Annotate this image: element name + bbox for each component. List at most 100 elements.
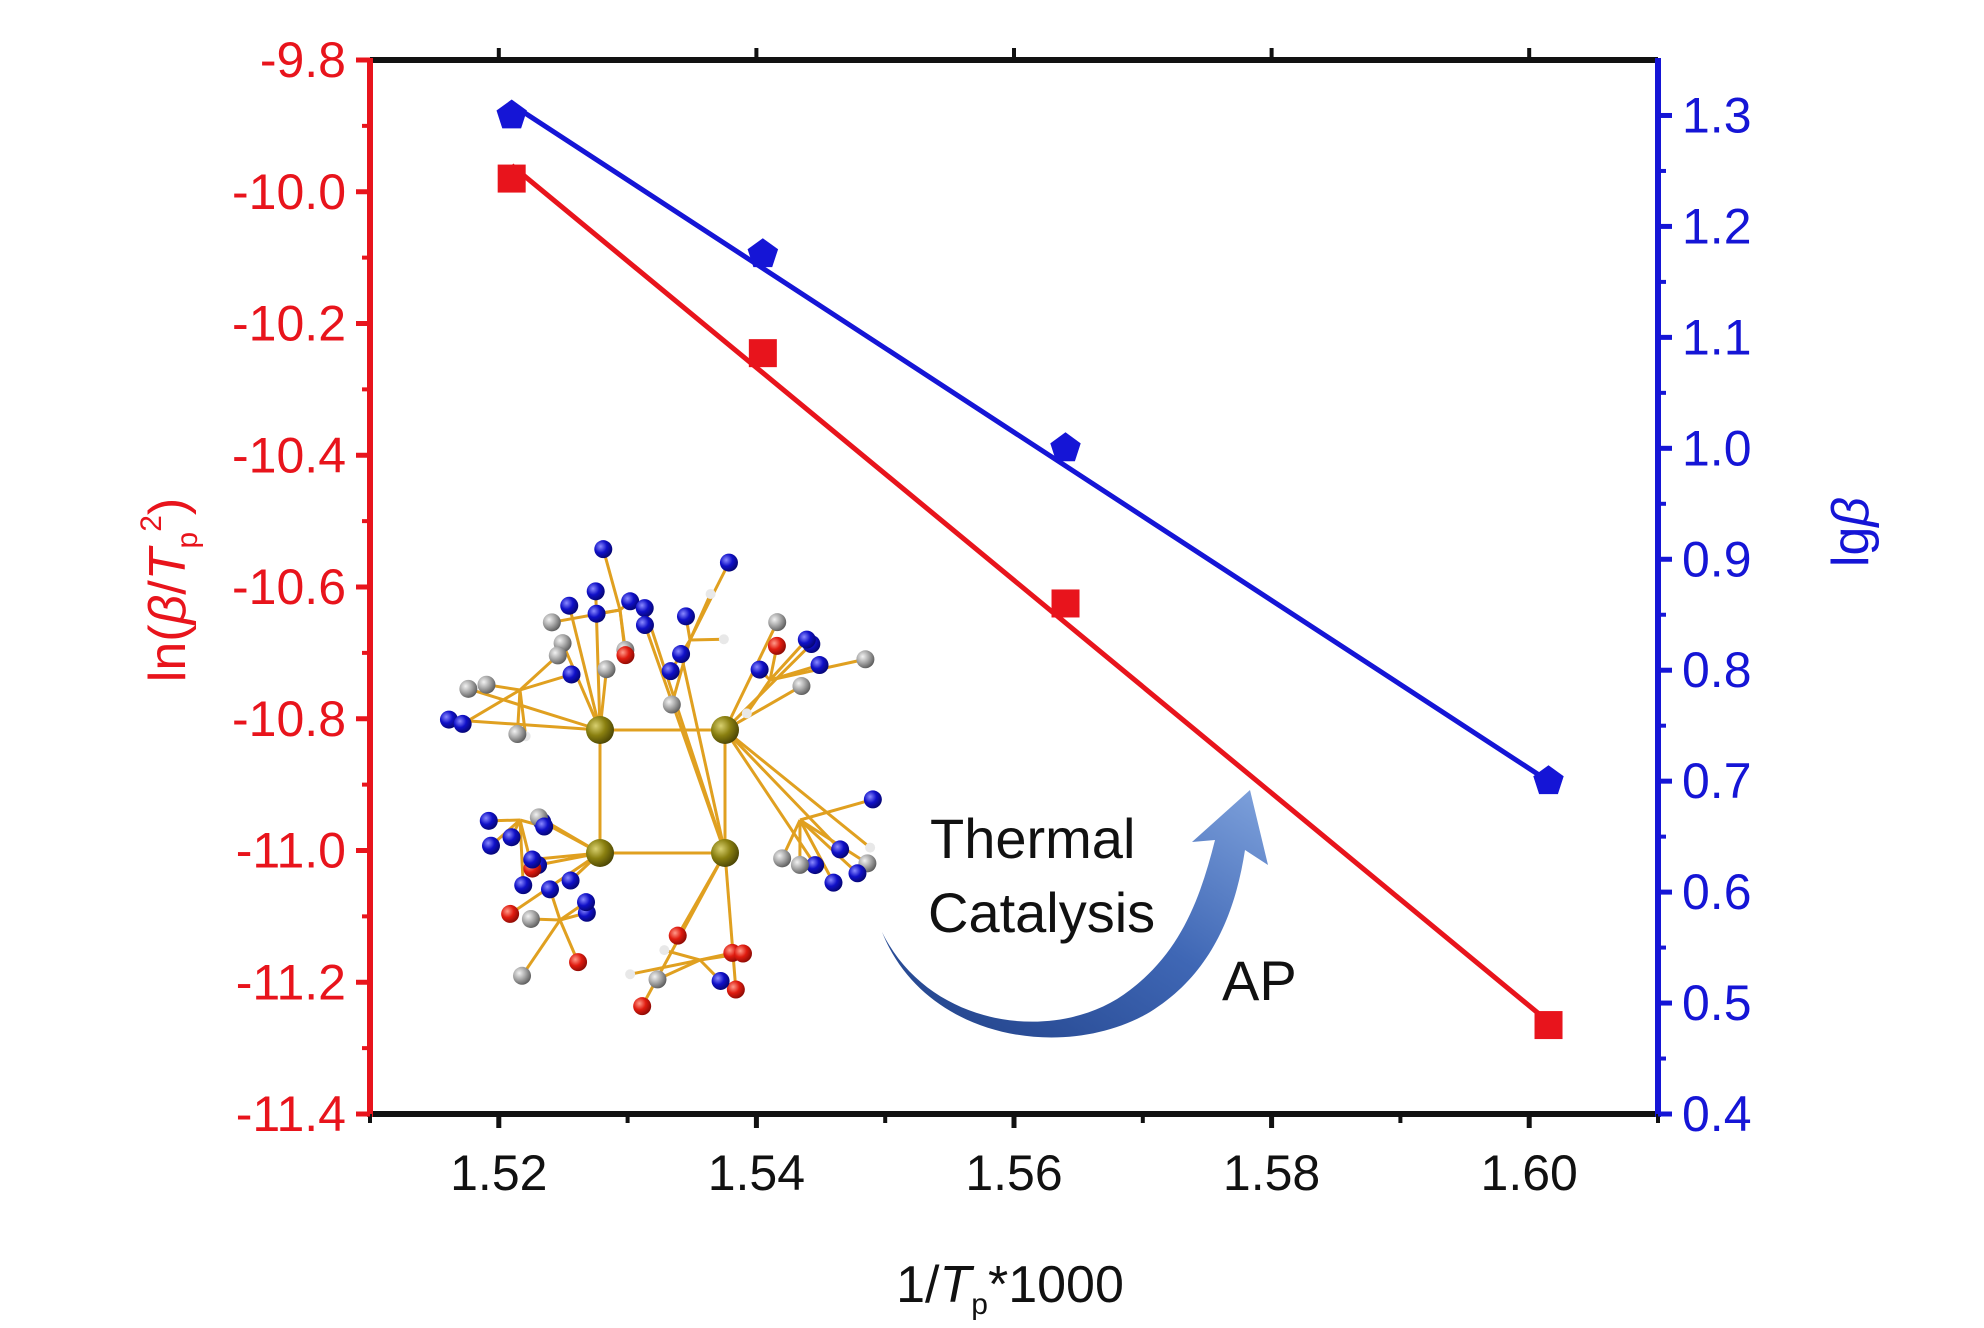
atom bbox=[477, 676, 495, 694]
right-y-tick-label: 0.6 bbox=[1682, 864, 1752, 920]
atom bbox=[798, 631, 816, 649]
metal-atom bbox=[711, 716, 739, 744]
left-series-square-point bbox=[498, 165, 526, 193]
bond bbox=[681, 654, 725, 853]
annotation-thermal: Thermal bbox=[930, 807, 1135, 870]
x-tick-label: 1.60 bbox=[1481, 1145, 1578, 1201]
left-y-axis-title-subscript: p bbox=[171, 532, 204, 549]
atom bbox=[824, 874, 842, 892]
atom bbox=[648, 970, 666, 988]
atom bbox=[501, 905, 519, 923]
atom bbox=[663, 696, 681, 714]
atom bbox=[706, 589, 716, 599]
axis-ticks bbox=[356, 48, 1672, 1128]
left-y-tick-label: -10.2 bbox=[232, 296, 346, 352]
left-y-tick-label: -11.0 bbox=[236, 823, 346, 879]
atom bbox=[514, 876, 532, 894]
atom bbox=[856, 650, 874, 668]
right-y-tick-label: 0.9 bbox=[1682, 531, 1752, 587]
atom bbox=[633, 997, 651, 1015]
atom bbox=[454, 715, 472, 733]
atom bbox=[865, 843, 875, 853]
right-series-pentagon-point bbox=[1533, 765, 1563, 794]
annotation-ap: AP bbox=[1222, 949, 1297, 1012]
left-y-axis-title-part: β bbox=[139, 595, 197, 627]
bond bbox=[800, 799, 873, 820]
atom bbox=[503, 828, 521, 846]
atom bbox=[508, 725, 526, 743]
left-y-tick-label: -11.4 bbox=[236, 1086, 346, 1142]
atom bbox=[636, 616, 654, 634]
right-y-axis-title: lgβ bbox=[1822, 497, 1880, 567]
right-y-tick-label: 0.7 bbox=[1682, 753, 1752, 809]
right-y-tick-label: 0.8 bbox=[1682, 642, 1752, 698]
atom bbox=[677, 607, 695, 625]
right-y-tick-label: 1.1 bbox=[1682, 309, 1752, 365]
atom bbox=[616, 646, 634, 664]
atom bbox=[535, 818, 553, 836]
left-series-square-point bbox=[1052, 589, 1080, 617]
left-y-axis-title-part: ln( bbox=[139, 624, 197, 682]
atom bbox=[597, 660, 615, 678]
atom bbox=[549, 646, 567, 664]
x-tick-label: 1.54 bbox=[708, 1145, 805, 1201]
atom bbox=[459, 680, 477, 698]
atom bbox=[662, 662, 680, 680]
atom bbox=[523, 851, 541, 869]
atom bbox=[588, 605, 606, 623]
left-y-tick-label: -11.2 bbox=[236, 954, 346, 1010]
left-y-tick-label: -10.6 bbox=[232, 559, 346, 615]
left-series-square-point bbox=[749, 339, 777, 367]
atom bbox=[482, 837, 500, 855]
bond bbox=[678, 853, 725, 936]
atom bbox=[720, 554, 738, 572]
atom bbox=[560, 597, 578, 615]
bond bbox=[725, 730, 840, 849]
bond bbox=[690, 563, 729, 640]
right-y-tick-label: 0.4 bbox=[1682, 1086, 1752, 1142]
left-y-axis-title-part: T bbox=[139, 545, 197, 580]
metal-atom bbox=[586, 716, 614, 744]
atom bbox=[773, 849, 791, 867]
bond bbox=[603, 549, 620, 610]
atom bbox=[562, 872, 580, 890]
right-y-tick-label: 0.5 bbox=[1682, 975, 1752, 1031]
annotation-catalysis: Catalysis bbox=[928, 881, 1155, 944]
left-y-tick-label: -9.8 bbox=[260, 32, 346, 88]
right-y-axis-title-part: β bbox=[1822, 497, 1880, 529]
atom bbox=[727, 981, 745, 999]
x-axis-title-part: *1000 bbox=[988, 1256, 1124, 1314]
x-tick-label: 1.52 bbox=[450, 1145, 547, 1201]
right-series-pentagon-point bbox=[497, 100, 527, 129]
atom bbox=[522, 910, 540, 928]
x-axis-title-part: 1/ bbox=[896, 1256, 940, 1314]
right-series-pentagon-point bbox=[748, 238, 779, 267]
atom bbox=[742, 708, 752, 718]
atom bbox=[563, 665, 581, 683]
x-axis-title-part: T bbox=[940, 1256, 975, 1314]
atom bbox=[768, 613, 786, 631]
molecular-structure-illustration bbox=[440, 540, 882, 1015]
x-axis-title-subscript: p bbox=[971, 1288, 988, 1321]
atom bbox=[831, 840, 849, 858]
right-y-axis-title-part: lg bbox=[1822, 527, 1880, 567]
left-y-axis-title: ln(β/Tp2) bbox=[135, 498, 204, 682]
atom bbox=[480, 812, 498, 830]
left-y-axis-title-superscript: 2 bbox=[135, 515, 168, 532]
bond bbox=[747, 680, 770, 713]
right-y-tick-label: 1.3 bbox=[1682, 87, 1752, 143]
bond bbox=[725, 730, 870, 848]
atom bbox=[577, 893, 595, 911]
right-series-pentagon-point bbox=[1050, 432, 1080, 461]
right-y-tick-label: 1.0 bbox=[1682, 420, 1752, 476]
atom bbox=[848, 864, 866, 882]
bond bbox=[522, 920, 560, 976]
x-axis-title: 1/Tp*1000 bbox=[896, 1256, 1124, 1321]
x-tick-label: 1.56 bbox=[965, 1145, 1062, 1201]
bond bbox=[690, 639, 724, 640]
left-y-axis-title-part: / bbox=[139, 580, 197, 595]
atom bbox=[768, 637, 786, 655]
left-y-tick-label: -10.0 bbox=[232, 164, 346, 220]
